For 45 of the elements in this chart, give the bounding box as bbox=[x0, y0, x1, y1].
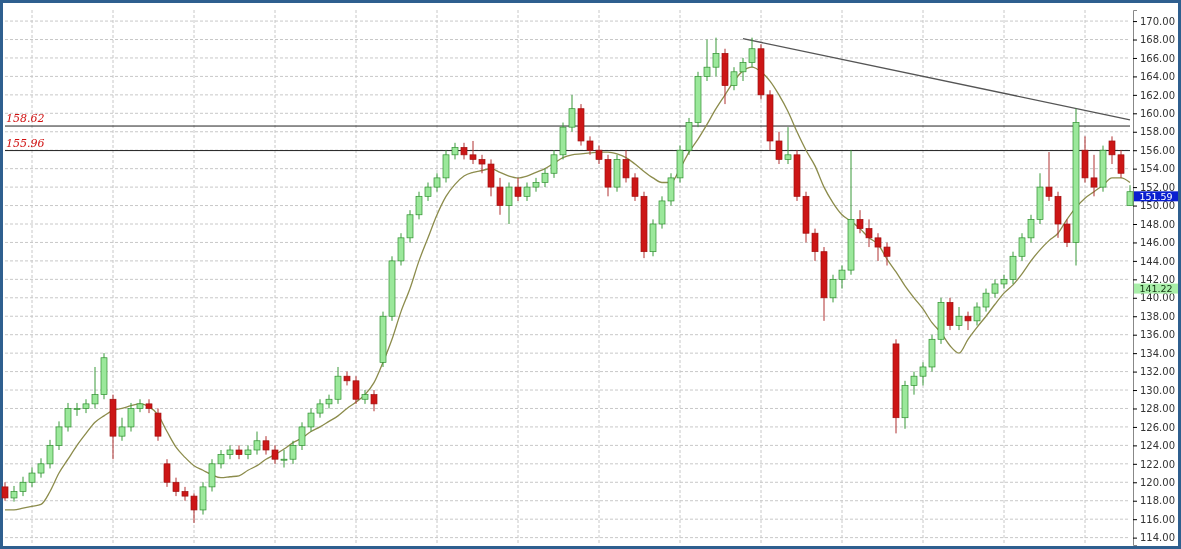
candlestick bbox=[145, 398, 153, 414]
y-tick-label: 162.00 bbox=[1140, 89, 1175, 101]
y-tick-label: 134.00 bbox=[1140, 347, 1175, 359]
y-tick-label: 158.00 bbox=[1140, 126, 1175, 138]
candlestick bbox=[154, 407, 162, 442]
candlestick bbox=[514, 177, 522, 202]
y-tick-label: 156.00 bbox=[1140, 144, 1175, 156]
y-tick-label: 124.00 bbox=[1140, 440, 1175, 452]
y-tick-label: 118.00 bbox=[1140, 495, 1175, 507]
candlestick bbox=[784, 126, 792, 165]
candlestick bbox=[1, 481, 9, 502]
candlestick bbox=[946, 297, 954, 331]
y-tick-label: 170.00 bbox=[1140, 15, 1175, 27]
y-tick-label: 146.00 bbox=[1140, 237, 1175, 249]
y-tick-label: 136.00 bbox=[1140, 329, 1175, 341]
y-tick-label: 128.00 bbox=[1140, 403, 1175, 415]
y-tick-label: 152.00 bbox=[1140, 181, 1175, 193]
y-tick-label: 130.00 bbox=[1140, 384, 1175, 396]
y-tick-label: 148.00 bbox=[1140, 218, 1175, 230]
y-tick-label: 120.00 bbox=[1140, 476, 1175, 488]
y-tick-label: 114.00 bbox=[1140, 532, 1175, 544]
text: 141.22 bbox=[1139, 283, 1173, 295]
candlestick bbox=[235, 444, 243, 460]
y-tick-label: 164.00 bbox=[1140, 71, 1175, 83]
y-tick-label: 160.00 bbox=[1140, 108, 1175, 120]
y-tick-label: 154.00 bbox=[1140, 163, 1175, 175]
y-tick-label: 122.00 bbox=[1140, 458, 1175, 470]
y-tick-label: 166.00 bbox=[1140, 52, 1175, 64]
ref-line-label: 158.62 bbox=[6, 112, 45, 126]
candlestick bbox=[964, 311, 972, 331]
y-tick-label: 168.00 bbox=[1140, 34, 1175, 46]
y-tick-label: 142.00 bbox=[1140, 274, 1175, 286]
y-tick-label: 126.00 bbox=[1140, 421, 1175, 433]
candlestick bbox=[505, 181, 513, 225]
y-tick-label: 132.00 bbox=[1140, 366, 1175, 378]
y-tick-label: 116.00 bbox=[1140, 513, 1175, 525]
text: 151.59 bbox=[1139, 190, 1173, 202]
ref-line-label: 155.96 bbox=[6, 136, 45, 150]
candlestick bbox=[361, 389, 369, 405]
y-tick-label: 140.00 bbox=[1140, 292, 1175, 304]
candlestick bbox=[955, 306, 963, 331]
y-tick-label: 144.00 bbox=[1140, 255, 1175, 267]
y-tick-label: 138.00 bbox=[1140, 310, 1175, 322]
y-tick-label: 150.00 bbox=[1140, 200, 1175, 212]
candlestick bbox=[370, 389, 378, 412]
